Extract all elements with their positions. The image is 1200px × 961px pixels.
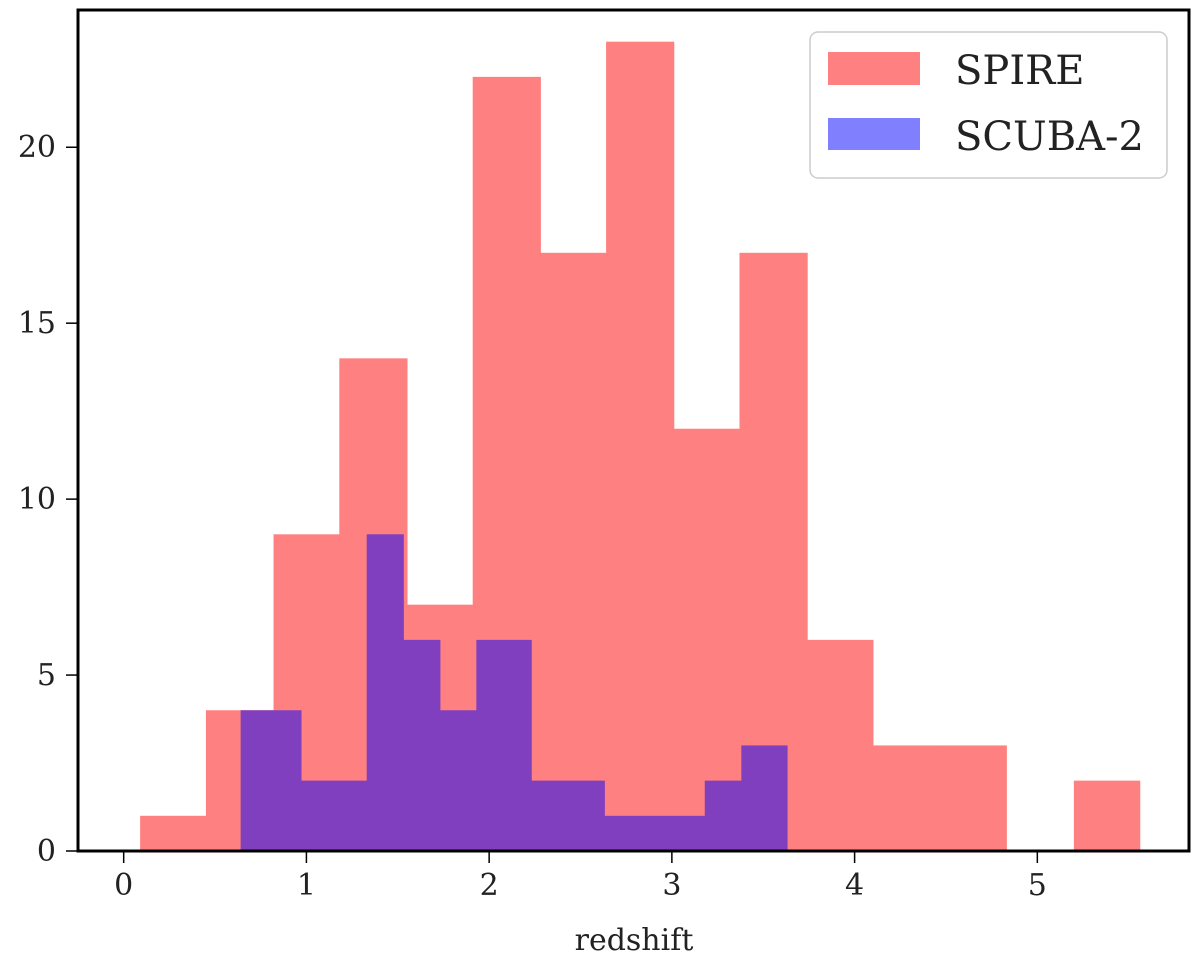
axis-ticks: 0 1 2 3 4 5 0 5 10 15 20 (18, 130, 1047, 903)
scuba2-bar-7 (567, 780, 605, 851)
scuba2-bar-10 (704, 780, 742, 851)
legend-label-scuba2: SCUBA-2 (955, 114, 1144, 160)
spire-bar-6 (540, 252, 607, 851)
scuba2-bar-11 (741, 745, 788, 851)
scuba2-bar-0 (240, 710, 302, 851)
y-tick-label-0: 0 (37, 834, 56, 869)
x-axis-label: redshift (575, 923, 694, 958)
spire-bar-10 (807, 639, 874, 851)
spire-bar-12 (940, 745, 1007, 851)
x-tick-label-2: 2 (480, 868, 499, 903)
x-tick-label-4: 4 (845, 868, 864, 903)
legend-label-spire: SPIRE (955, 48, 1084, 94)
spire-bar-0 (140, 815, 207, 851)
y-tick-label-3: 15 (18, 306, 56, 341)
y-tick-label-1: 5 (37, 658, 56, 693)
x-tick-label-3: 3 (662, 868, 681, 903)
scuba2-bar-8 (604, 815, 669, 851)
legend-swatch-scuba2 (828, 118, 920, 150)
spire-bar-11 (872, 745, 942, 851)
plot-frame (76, 8, 1191, 853)
x-tick-label-1: 1 (297, 868, 316, 903)
legend: SPIRE SCUBA-2 (809, 31, 1168, 179)
scuba2-bar-1 (300, 780, 368, 851)
scuba2-bar-9 (668, 815, 706, 851)
scuba2-bar-4 (439, 710, 477, 851)
spire-bar-14 (1073, 780, 1141, 851)
spire-bar-7 (606, 41, 675, 852)
y-tick-label-2: 10 (18, 482, 56, 517)
scuba2-bar-2 (366, 534, 404, 851)
x-tick-label-0: 0 (114, 868, 133, 903)
scuba2-bar-5 (476, 639, 532, 851)
scuba2-bar-6 (531, 780, 569, 851)
x-tick-label-5: 5 (1028, 868, 1047, 903)
scuba2-series (240, 534, 788, 851)
y-tick-label-4: 20 (18, 130, 56, 165)
legend-swatch-spire (828, 52, 920, 85)
scuba2-bar-3 (403, 639, 441, 851)
